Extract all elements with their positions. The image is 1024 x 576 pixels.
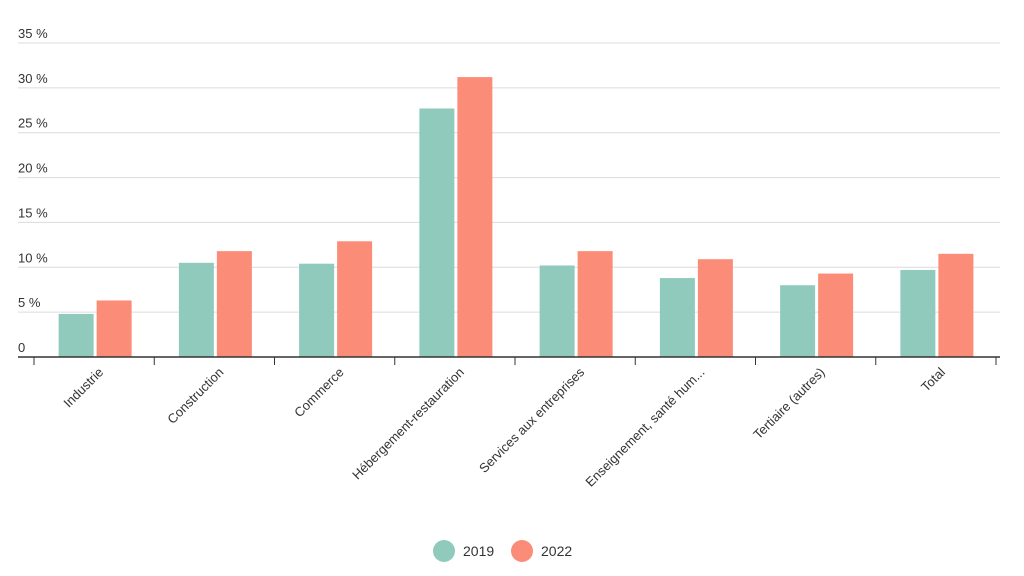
bar-2022-5 [697, 259, 733, 357]
legend-swatch [433, 540, 455, 562]
y-tick-label: 35 % [18, 26, 48, 41]
bar-2019-0 [58, 313, 94, 357]
y-tick-label: 10 % [18, 250, 48, 265]
y-tick-label: 30 % [18, 71, 48, 86]
x-tick-label: Industrie [60, 365, 106, 411]
bar-2019-7 [900, 269, 936, 357]
bar-2022-0 [96, 300, 132, 357]
bar-2019-5 [659, 278, 695, 357]
legend-swatch [511, 540, 533, 562]
y-tick-label: 0 [18, 340, 25, 355]
bar-2022-2 [337, 241, 373, 357]
bar-2019-2 [299, 263, 335, 357]
x-tick-label: Construction [164, 365, 226, 427]
bar-2019-4 [539, 265, 575, 357]
bar-2022-6 [818, 273, 854, 357]
bar-2019-6 [780, 285, 816, 357]
bar-2022-4 [577, 251, 613, 357]
legend: 2019 2022 [433, 540, 572, 562]
bar-2022-1 [216, 251, 252, 357]
x-axis [18, 356, 1000, 365]
x-tick-label: Enseignement, santé hum... [582, 365, 707, 490]
bar-2019-1 [178, 262, 214, 357]
bar-2019-3 [419, 108, 455, 358]
x-tick-label: Total [918, 364, 948, 394]
x-tick-label: Hébergement-restauration [349, 365, 467, 483]
y-tick-label: 20 % [18, 161, 48, 176]
bars [58, 77, 974, 358]
x-tick-label: Commerce [291, 365, 347, 421]
bar-2022-3 [457, 77, 493, 357]
y-tick-label: 25 % [18, 116, 48, 131]
x-tick-label: Tertiaire (autres) [750, 365, 828, 443]
bar-2022-7 [938, 253, 974, 357]
y-axis-tick-labels: 0 5 % 10 % 15 % 20 % 25 % 30 % 35 % [18, 26, 48, 355]
y-tick-label: 15 % [18, 205, 48, 220]
legend-label: 2022 [541, 543, 572, 559]
y-tick-label: 5 % [18, 295, 41, 310]
x-tick-label: Services aux entreprises [476, 364, 588, 476]
legend-label: 2019 [463, 543, 494, 559]
x-axis-tick-labels: Industrie Construction Commerce Hébergement… [60, 364, 948, 489]
grid-lines [18, 42, 1000, 313]
